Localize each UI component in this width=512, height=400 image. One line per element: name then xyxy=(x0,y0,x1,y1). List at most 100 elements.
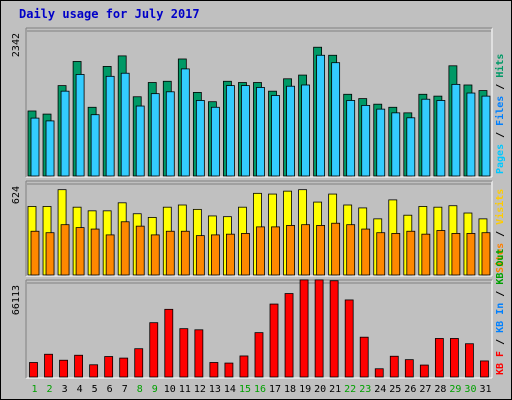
bar-visits-day-13 xyxy=(210,234,220,276)
x-tick-label-23: 23 xyxy=(359,384,371,395)
bar-kbf-day-4 xyxy=(74,354,83,378)
x-tick-label-20: 20 xyxy=(314,384,326,395)
chart-title: Daily usage for July 2017 xyxy=(19,7,200,21)
x-tick-label-26: 26 xyxy=(404,384,416,395)
bar-kbf-day-19 xyxy=(299,279,309,378)
bar-files-day-21 xyxy=(331,62,341,177)
bar-files-day-3 xyxy=(60,90,70,177)
x-tick-label-25: 25 xyxy=(389,384,401,395)
bar-visits-day-23 xyxy=(361,228,371,276)
x-tick-label-29: 29 xyxy=(449,384,461,395)
bar-kbf-day-30 xyxy=(465,343,474,378)
bar-files-day-11 xyxy=(180,68,190,177)
x-tick-label-11: 11 xyxy=(179,384,191,395)
x-tick-label-15: 15 xyxy=(239,384,251,395)
x-tick-label-7: 7 xyxy=(122,384,128,395)
legend-kb-out: KB Out xyxy=(495,249,506,285)
bar-kbf-day-20 xyxy=(314,279,324,378)
bar-kbf-day-18 xyxy=(284,293,294,378)
x-tick-label-9: 9 xyxy=(152,384,158,395)
bar-files-day-13 xyxy=(210,106,220,177)
bar-kbf-day-25 xyxy=(389,355,399,378)
x-tick-label-22: 22 xyxy=(344,384,356,395)
bar-visits-day-14 xyxy=(226,233,235,276)
y-max-label: 66113 xyxy=(11,285,22,315)
bar-files-day-26 xyxy=(406,117,416,177)
x-tick-label-17: 17 xyxy=(269,384,281,395)
bar-visits-day-31 xyxy=(481,232,491,276)
x-tick-label-19: 19 xyxy=(299,384,311,395)
bar-kbf-day-11 xyxy=(179,328,189,378)
bar-visits-day-26 xyxy=(406,230,416,276)
bar-files-day-20 xyxy=(316,54,326,177)
bar-kbf-day-13 xyxy=(209,362,219,378)
bar-visits-day-10 xyxy=(165,230,175,276)
legend-visits-sites: Sites / Visits xyxy=(494,189,506,273)
bar-files-day-27 xyxy=(421,98,431,177)
bar-files-day-9 xyxy=(150,93,160,177)
bar-kbf-day-9 xyxy=(149,322,159,378)
bar-files-day-23 xyxy=(361,105,371,177)
bar-kbf-day-28 xyxy=(434,338,444,378)
legend-hits-files-pages: Pages / Files / Hits xyxy=(494,54,506,174)
bar-files-day-10 xyxy=(165,91,175,177)
bar-kbf-day-10 xyxy=(164,308,174,378)
bar-files-day-19 xyxy=(301,84,310,177)
bar-visits-day-11 xyxy=(180,230,190,276)
bar-kbf-day-23 xyxy=(359,336,369,378)
bar-kbf-day-16 xyxy=(254,332,264,378)
bar-files-day-17 xyxy=(271,95,280,177)
legend-kb-in: KB In xyxy=(495,303,506,333)
bar-kbf-day-5 xyxy=(89,364,99,378)
bar-kbf-day-6 xyxy=(104,356,114,378)
bar-visits-day-7 xyxy=(120,221,130,276)
x-tick-label-31: 31 xyxy=(479,384,491,395)
legend-files: Files xyxy=(494,96,506,126)
x-tick-label-4: 4 xyxy=(77,384,83,395)
bar-files-day-16 xyxy=(256,87,265,177)
bar-kbf-day-29 xyxy=(450,338,459,378)
x-tick-label-28: 28 xyxy=(434,384,446,395)
x-tick-label-18: 18 xyxy=(284,384,296,395)
bar-files-day-4 xyxy=(75,74,85,177)
bar-kbf-day-17 xyxy=(269,303,279,378)
bar-visits-day-6 xyxy=(105,234,115,276)
bar-files-day-12 xyxy=(195,100,205,177)
bar-files-day-15 xyxy=(241,85,250,177)
bar-files-day-18 xyxy=(286,85,295,177)
bar-files-day-29 xyxy=(451,83,461,177)
legend-pages: Pages xyxy=(495,144,506,174)
bar-visits-day-20 xyxy=(316,225,326,276)
legend-separator: / xyxy=(495,78,506,96)
bar-files-day-24 xyxy=(376,108,386,177)
bar-kbf-day-8 xyxy=(134,348,144,378)
bar-visits-day-15 xyxy=(241,233,250,276)
x-tick-label-1: 1 xyxy=(32,384,38,395)
bar-kbf-day-31 xyxy=(480,360,489,378)
bar-visits-day-8 xyxy=(135,225,145,276)
x-tick-label-13: 13 xyxy=(209,384,221,395)
bar-visits-day-21 xyxy=(331,222,341,276)
x-tick-label-5: 5 xyxy=(92,384,98,395)
bar-visits-day-24 xyxy=(376,232,386,276)
bar-visits-day-12 xyxy=(195,235,205,276)
bar-files-day-28 xyxy=(436,100,446,177)
bar-visits-day-16 xyxy=(256,226,265,276)
x-tick-label-2: 2 xyxy=(47,384,53,395)
x-tick-label-16: 16 xyxy=(254,384,266,395)
bar-kbf-day-22 xyxy=(344,299,354,378)
bar-files-day-2 xyxy=(45,120,55,177)
bar-visits-day-18 xyxy=(286,225,295,276)
x-tick-label-24: 24 xyxy=(374,384,386,395)
x-tick-label-8: 8 xyxy=(137,384,143,395)
bar-visits-day-28 xyxy=(436,230,446,276)
x-tick-label-6: 6 xyxy=(107,384,113,395)
x-tick-label-27: 27 xyxy=(419,384,431,395)
legend-separator: / xyxy=(495,126,506,144)
legend-separator: / xyxy=(495,285,506,303)
bar-visits-day-27 xyxy=(421,233,431,276)
bar-visits-day-3 xyxy=(60,224,70,276)
bar-kbf-day-14 xyxy=(224,362,234,378)
